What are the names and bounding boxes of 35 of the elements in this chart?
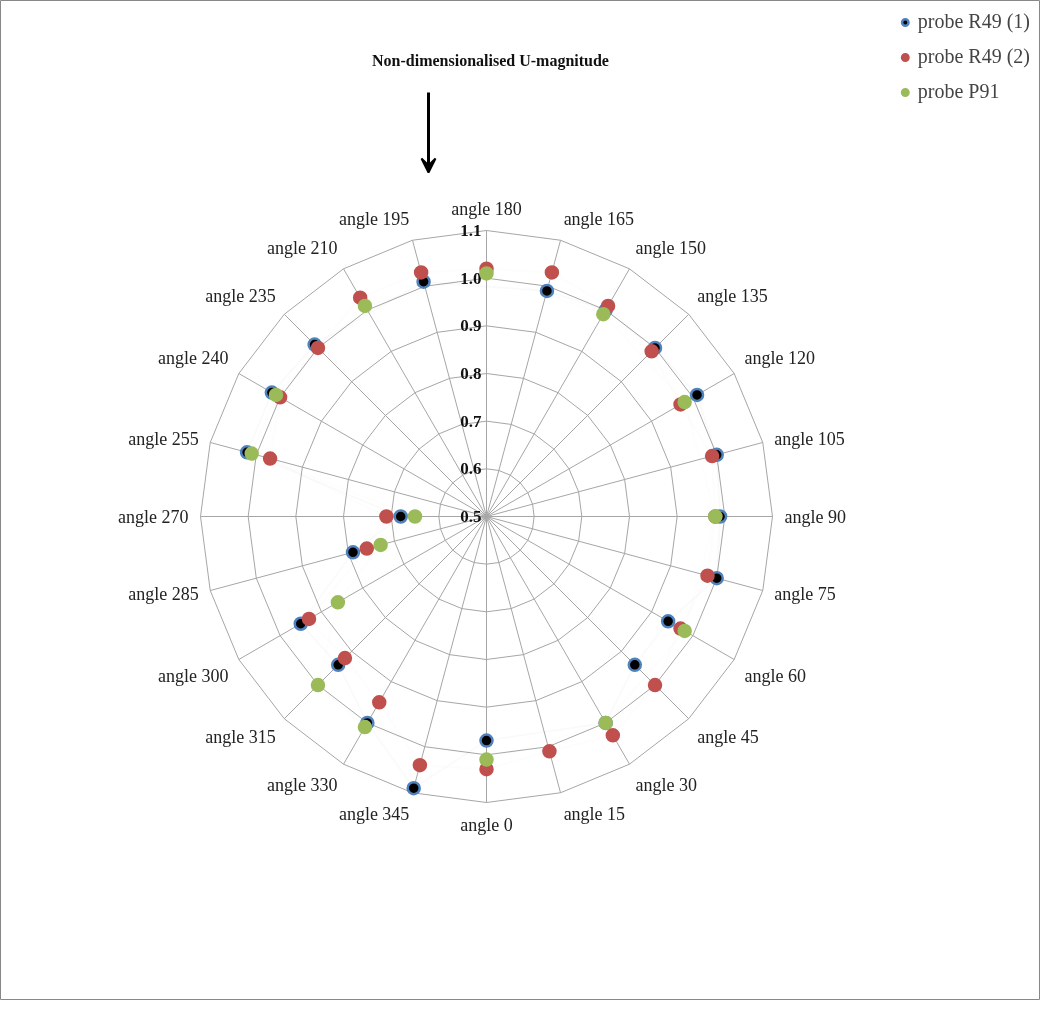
spoke-label: angle 240: [157, 347, 229, 368]
spoke-label: angle 120: [744, 347, 816, 368]
legend-label: probe P91: [917, 80, 1000, 103]
y-tick-label: 0.8: [460, 364, 482, 383]
spoke-label: angle 315: [205, 727, 276, 748]
text: Non-dimensionalised U-magnitude: [372, 52, 609, 70]
spoke-label: angle 90: [784, 506, 846, 527]
spoke-label: angle 165: [563, 208, 635, 229]
spoke-label: angle 150: [635, 238, 706, 259]
spoke-label: angle 0: [460, 814, 513, 835]
spoke-label: angle 135: [697, 285, 768, 306]
spoke-label: angle 105: [774, 429, 845, 450]
y-tick-label: 0.7: [460, 411, 482, 431]
spoke-label: angle 345: [338, 804, 410, 825]
spoke-label: angle 330: [267, 774, 338, 795]
y-tick-label: 0.9: [460, 316, 482, 336]
spoke-label: angle 210: [267, 238, 338, 259]
spoke-label: angle 195: [338, 208, 410, 229]
spoke-label: angle 255: [128, 429, 199, 450]
legend-label: probe R49 (1): [917, 10, 1030, 33]
spoke-label: angle 60: [744, 665, 807, 686]
spoke-label: angle 30: [635, 774, 697, 795]
spoke-label: angle 270: [118, 506, 189, 527]
y-tick-label: 1.1: [460, 221, 482, 240]
legend-label: probe R49 (2): [917, 45, 1030, 68]
spoke-label: angle 285: [128, 583, 199, 604]
spoke-label: angle 300: [157, 665, 229, 686]
spoke-label: angle 15: [563, 804, 626, 825]
spoke-label: angle 235: [205, 285, 276, 306]
y-tick-label: 0.6: [460, 459, 482, 479]
spoke-label: angle 180: [451, 198, 522, 219]
y-tick-label: 0.5: [460, 507, 482, 526]
spoke-label: angle 75: [774, 583, 836, 604]
spoke-label: angle 45: [697, 727, 759, 748]
y-tick-label: 1.0: [460, 268, 482, 288]
